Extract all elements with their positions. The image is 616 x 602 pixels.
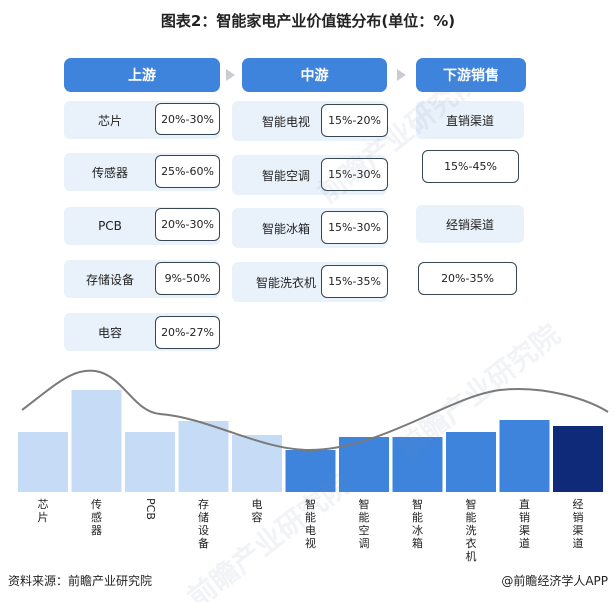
bar	[339, 437, 389, 492]
x-tick-label: 智能电视	[305, 498, 316, 550]
x-tick-label: 芯片	[37, 498, 49, 524]
item-label: 直销渠道	[445, 113, 494, 128]
range-box: 15%-35%	[321, 265, 388, 298]
bar	[392, 437, 443, 492]
x-tick-label: 智能空调	[358, 498, 370, 550]
downstream-header: 下游销售	[416, 58, 526, 92]
range-box: 15%-30%	[321, 158, 388, 191]
midstream-header-label: 中游	[300, 68, 329, 84]
x-tick-label: 经销渠道	[572, 498, 584, 550]
item-label: 智能洗衣机	[255, 275, 316, 290]
bar	[232, 435, 282, 492]
source-note: 资料来源：前瞻产业研究院	[8, 574, 153, 588]
bar	[125, 432, 175, 492]
item-label: PCB	[98, 219, 122, 233]
item-label: 传感器	[91, 165, 128, 180]
bar	[446, 432, 496, 492]
range-box: 9%-50%	[155, 262, 220, 295]
bar	[499, 420, 550, 492]
x-tick-label: 直销渠道	[519, 498, 530, 550]
range-box: 15%-20%	[321, 104, 388, 137]
x-tick-label: 存储设备	[198, 498, 209, 550]
watermark: 前瞻产业研究院	[391, 317, 567, 465]
downstream-header-label: 下游销售	[443, 68, 499, 84]
bar	[285, 450, 336, 492]
range-box: 15%-30%	[321, 211, 388, 244]
bar	[553, 426, 603, 492]
arrow-icon	[226, 69, 235, 81]
x-tick-label: 智能冰箱	[412, 498, 423, 550]
range-box: 20%-27%	[155, 316, 220, 349]
bar	[18, 432, 68, 492]
x-tick-label: 智能洗衣机	[465, 498, 477, 563]
range-box: 15%-45%	[422, 150, 519, 183]
arrow-icon	[397, 69, 406, 81]
range-box: 20%-30%	[155, 208, 220, 241]
upstream-header-label: 上游	[128, 68, 156, 84]
midstream-header: 中游	[242, 58, 387, 92]
item-label: 芯片	[97, 113, 122, 128]
x-tick-label: 传感器	[91, 498, 102, 537]
item-label: 电容	[97, 325, 122, 340]
range-box: 20%-35%	[418, 262, 517, 295]
x-tick-label: PCB	[144, 498, 157, 520]
item-label: 智能冰箱	[261, 221, 310, 236]
downstream-item: 经销渠道	[416, 205, 524, 243]
chart-title: 图表2：智能家电产业价值链分布(单位：%)	[160, 12, 456, 30]
bar	[71, 390, 122, 492]
item-label: 智能空调	[261, 168, 310, 183]
range-box: 20%-30%	[155, 103, 220, 135]
downstream-item: 直销渠道	[416, 101, 524, 139]
brand-credit: @前瞻经济学人APP	[501, 574, 608, 588]
x-tick-label: 电容	[251, 498, 263, 524]
item-label: 存储设备	[85, 272, 134, 287]
range-box: 25%-60%	[155, 155, 220, 188]
item-label: 智能电视	[261, 114, 310, 129]
trend-curve	[21, 369, 609, 452]
bar	[178, 421, 229, 492]
item-label: 经销渠道	[445, 217, 494, 232]
upstream-header: 上游	[64, 58, 220, 92]
